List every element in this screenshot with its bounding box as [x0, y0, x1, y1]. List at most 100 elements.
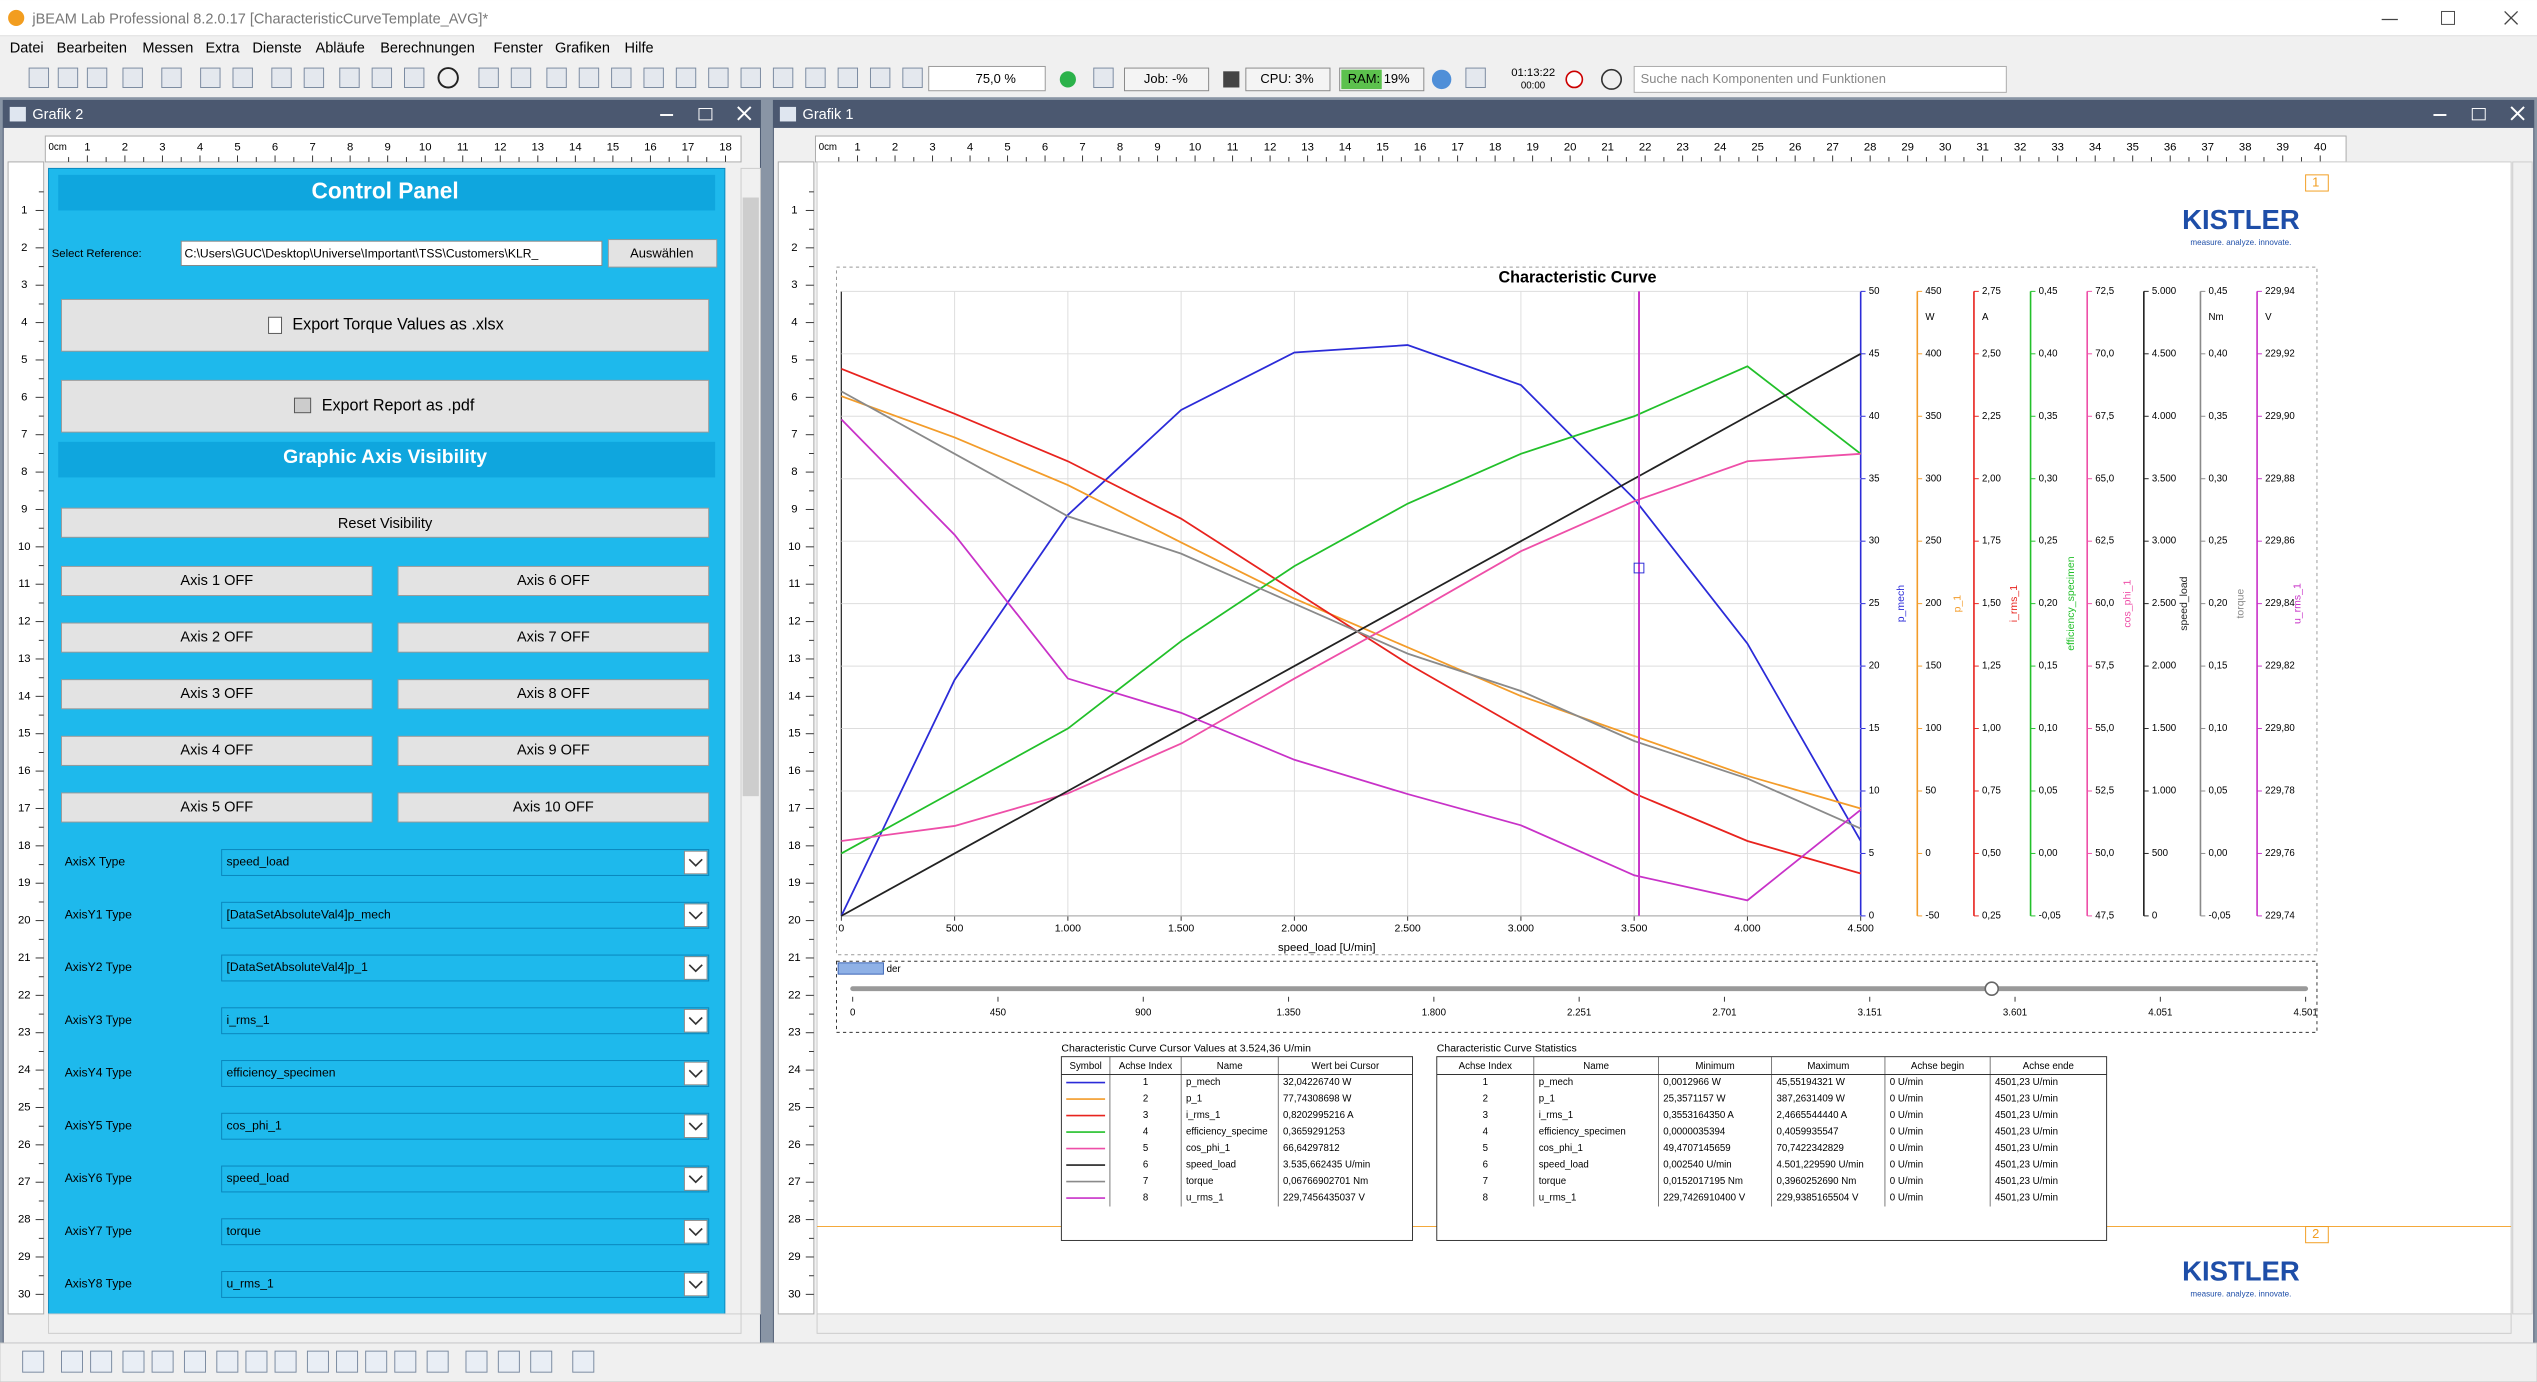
toolbar-icon[interactable] — [271, 67, 292, 88]
toolbar-icon[interactable] — [869, 67, 891, 88]
menu-item[interactable]: Datei — [10, 41, 44, 57]
axis-button[interactable] — [60, 735, 373, 766]
toolbar-icon[interactable] — [339, 67, 360, 88]
panel-max[interactable] — [698, 108, 713, 121]
axis-type-dropdown[interactable] — [221, 1271, 710, 1298]
select-button[interactable] — [607, 239, 718, 268]
axis-type-dropdown[interactable] — [221, 1007, 710, 1035]
dropdown-arrow-box[interactable] — [683, 1219, 708, 1244]
stop-icon[interactable] — [1223, 71, 1240, 88]
toolbar-icon[interactable] — [28, 67, 50, 88]
axis-button[interactable] — [397, 622, 710, 653]
slider-thumb[interactable] — [1984, 981, 2000, 996]
draw-tool[interactable] — [572, 1350, 595, 1373]
toolbar-icon[interactable] — [161, 67, 182, 88]
toolbar-icon[interactable] — [86, 67, 108, 88]
menu-item[interactable]: Grafiken — [555, 41, 610, 57]
zoom-box[interactable] — [928, 65, 1046, 92]
draw-tool[interactable] — [60, 1350, 84, 1373]
dropdown-arrow-box[interactable] — [683, 1272, 708, 1297]
path-input[interactable] — [180, 240, 603, 266]
draw-tool[interactable] — [497, 1350, 520, 1373]
dropdown-arrow-box[interactable] — [683, 1114, 708, 1139]
draw-tool[interactable] — [122, 1350, 145, 1373]
draw-tool[interactable] — [365, 1350, 388, 1373]
dropdown-arrow-box[interactable] — [683, 956, 708, 980]
axis-button[interactable] — [60, 679, 373, 710]
menu-item[interactable]: Hilfe — [625, 41, 654, 57]
axis-button[interactable] — [397, 735, 710, 766]
menu-item[interactable]: Extra — [205, 41, 240, 57]
dropdown-arrow-box[interactable] — [683, 1008, 708, 1033]
draw-tool[interactable] — [22, 1350, 45, 1373]
draw-tool[interactable] — [151, 1350, 174, 1373]
draw-tool[interactable] — [274, 1350, 297, 1373]
toolbar-icon[interactable] — [478, 67, 499, 88]
search-box[interactable] — [1633, 65, 2007, 93]
toolbar-icon[interactable] — [510, 67, 532, 88]
toolbar-icon[interactable] — [902, 67, 923, 88]
menu-item[interactable]: Berechnungen — [380, 41, 475, 57]
upload-icon[interactable] — [1431, 69, 1452, 90]
toolbar-icon[interactable] — [611, 67, 632, 88]
menu-item[interactable]: Bearbeiten — [57, 41, 127, 57]
axis-type-dropdown[interactable] — [221, 1060, 710, 1087]
toolbar-icon[interactable] — [546, 67, 567, 88]
record-icon[interactable] — [1565, 70, 1584, 89]
toolbar-icon[interactable] — [232, 67, 253, 88]
axis-type-dropdown[interactable] — [221, 1112, 710, 1140]
axis-type-dropdown[interactable] — [221, 901, 710, 929]
draw-tool[interactable] — [394, 1350, 417, 1373]
axis-button[interactable] — [60, 792, 373, 823]
axis-type-dropdown[interactable] — [221, 1218, 710, 1246]
draw-tool[interactable] — [336, 1350, 359, 1373]
toolbar-icon[interactable] — [303, 67, 325, 88]
draw-tool[interactable] — [90, 1350, 113, 1373]
draw-tool[interactable] — [245, 1350, 268, 1373]
job-box — [1124, 67, 1210, 92]
dropdown-arrow-box[interactable] — [683, 850, 708, 875]
draw-tool[interactable] — [465, 1350, 488, 1373]
draw-tool[interactable] — [183, 1350, 206, 1373]
menu-item[interactable]: Abläufe — [316, 41, 365, 57]
toolbar-icon[interactable] — [805, 67, 826, 88]
panel-max[interactable] — [2471, 108, 2486, 121]
axis-button[interactable] — [60, 565, 373, 597]
toolbar-icon[interactable] — [1465, 67, 1486, 88]
axis-type-dropdown[interactable] — [221, 954, 710, 982]
toolbar-icon[interactable] — [772, 67, 794, 88]
toolbar-icon[interactable] — [740, 67, 761, 88]
dropdown-arrow-box[interactable] — [683, 1167, 708, 1191]
toolbar-icon[interactable] — [200, 67, 221, 88]
omega-icon[interactable] — [437, 67, 459, 89]
draw-tool[interactable] — [306, 1350, 329, 1373]
toolbar-icon[interactable] — [708, 67, 729, 88]
toolbar-icon[interactable] — [578, 67, 600, 88]
toolbar-icon[interactable] — [643, 67, 664, 88]
axis-button[interactable] — [60, 622, 373, 653]
draw-tool[interactable] — [426, 1350, 449, 1373]
dropdown-arrow-box[interactable] — [683, 903, 708, 928]
power-icon[interactable] — [1600, 68, 1623, 90]
reset-button[interactable] — [60, 507, 710, 538]
toolbar-icon[interactable] — [1093, 67, 1114, 88]
export-xlsx-button[interactable] — [60, 298, 710, 352]
export-pdf-button[interactable] — [60, 379, 710, 433]
menu-item[interactable]: Dienste — [252, 41, 301, 57]
draw-tool[interactable] — [530, 1350, 553, 1373]
toolbar-icon[interactable] — [837, 67, 859, 88]
menu-item[interactable]: Messen — [142, 41, 193, 57]
toolbar-icon[interactable] — [404, 67, 425, 88]
menu-item[interactable]: Fenster — [493, 41, 542, 57]
axis-button[interactable] — [397, 792, 710, 823]
axis-type-dropdown[interactable] — [221, 1165, 710, 1193]
toolbar-icon[interactable] — [675, 67, 697, 88]
axis-button[interactable] — [397, 679, 710, 710]
toolbar-icon[interactable] — [122, 67, 143, 88]
dropdown-arrow-box[interactable] — [683, 1061, 708, 1086]
axis-button[interactable] — [397, 565, 710, 597]
toolbar-icon[interactable] — [371, 67, 393, 88]
toolbar-icon[interactable] — [57, 67, 79, 88]
draw-tool[interactable] — [216, 1350, 239, 1373]
axis-type-dropdown[interactable] — [221, 849, 710, 876]
